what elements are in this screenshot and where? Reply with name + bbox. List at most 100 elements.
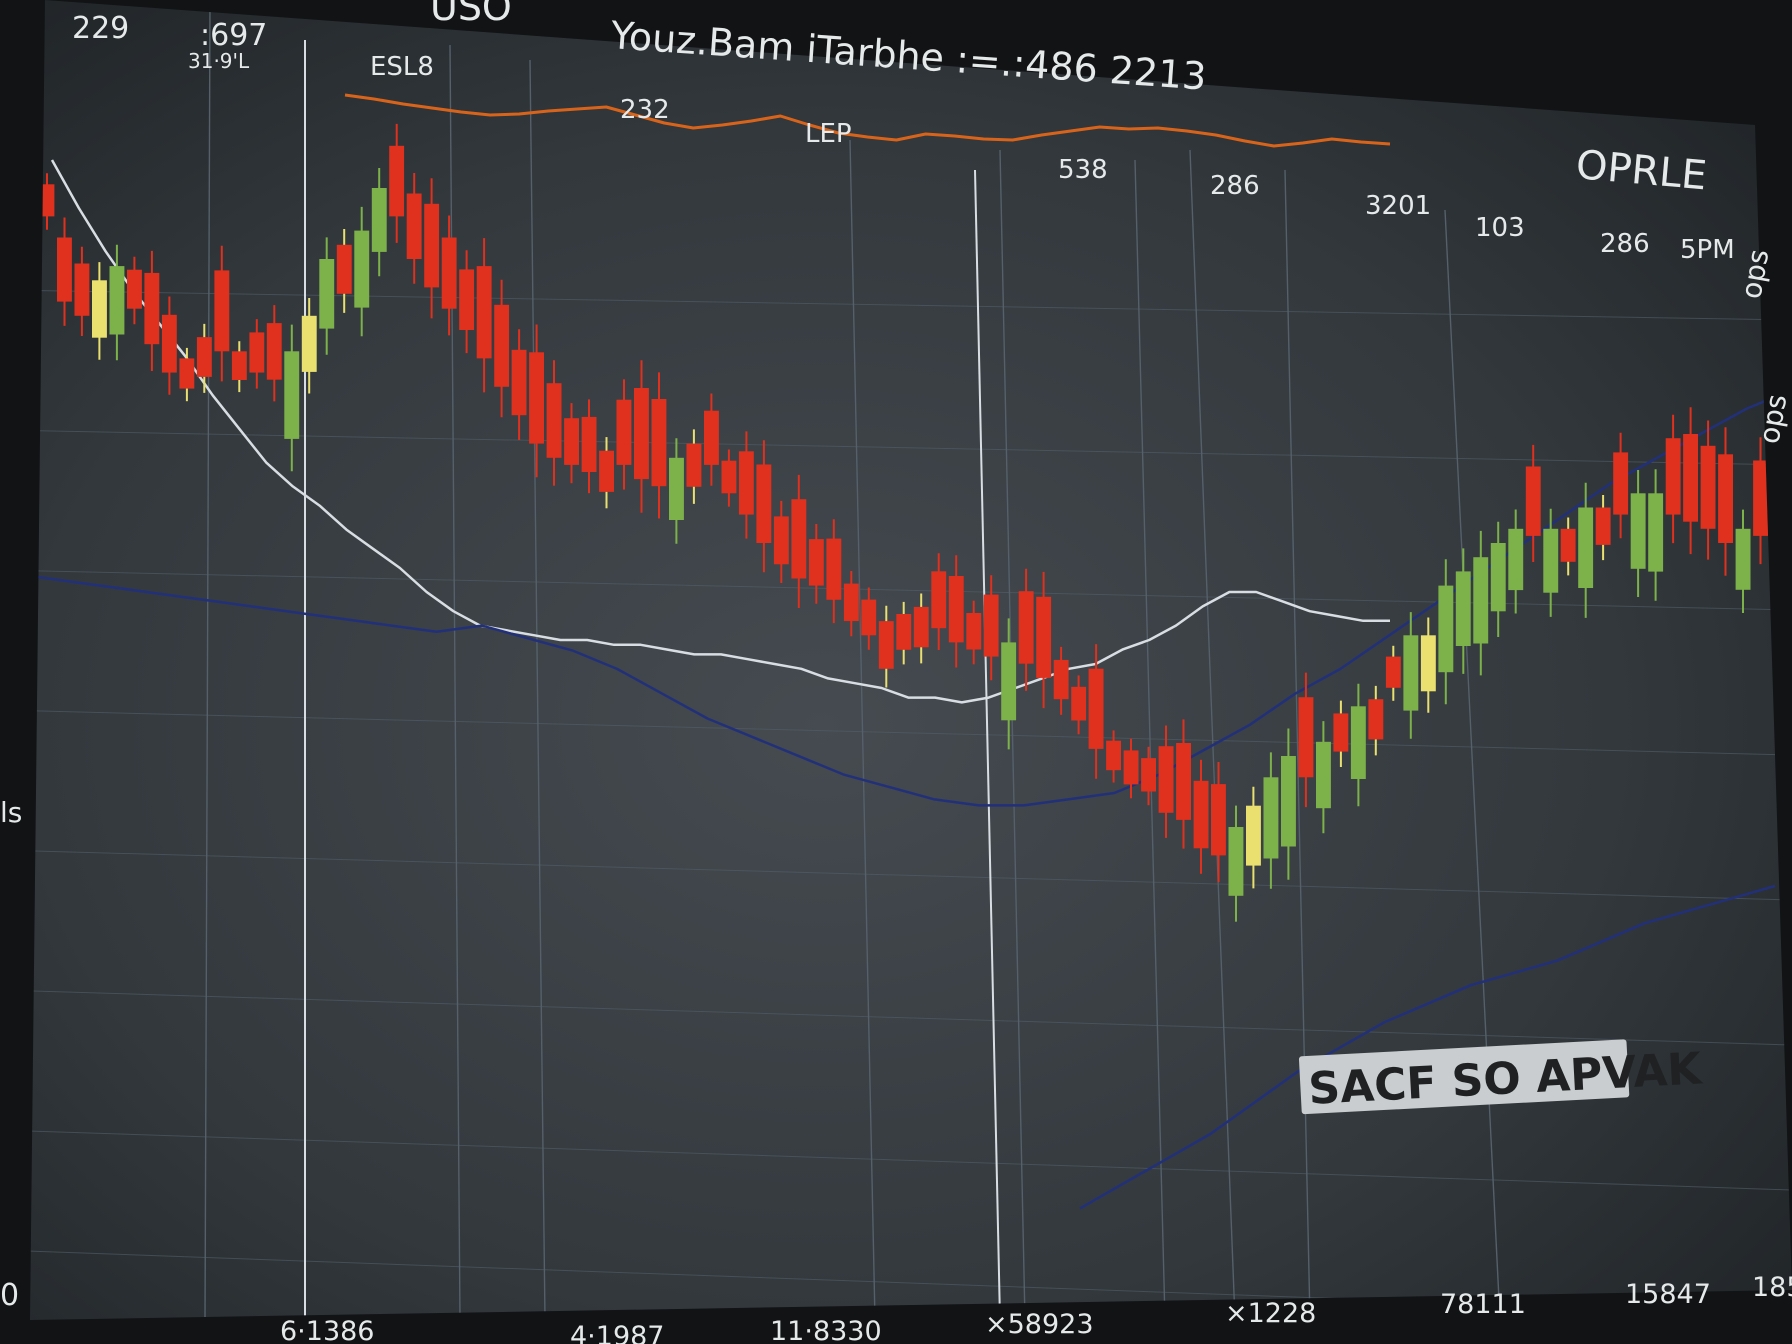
candle-body	[913, 606, 929, 648]
candle-body	[1350, 706, 1366, 779]
candle-body	[249, 332, 265, 373]
candle-body	[581, 416, 597, 472]
top-tick-label: 103	[1475, 213, 1525, 243]
candle-body	[1228, 827, 1244, 896]
top-tick-label: 5PM	[1680, 235, 1735, 265]
candle-body	[1613, 452, 1629, 515]
candle-body	[266, 323, 282, 380]
chart-panel	[30, 0, 1792, 1320]
candle-body	[284, 351, 300, 439]
candle-body	[1001, 642, 1017, 721]
candle-body	[1718, 454, 1733, 543]
candle-body	[494, 304, 510, 387]
candle-body	[738, 451, 754, 515]
candle-body	[686, 443, 702, 487]
candle-body	[529, 352, 544, 444]
candle-body	[983, 594, 999, 657]
grid-line-horizontal	[30, 289, 1792, 321]
candle-body	[231, 351, 247, 380]
candle-body	[1770, 517, 1786, 551]
candle-body	[1123, 750, 1139, 785]
candle-body	[1665, 438, 1681, 515]
candle-body	[1508, 528, 1524, 591]
candle-body	[144, 272, 160, 345]
candle-body	[896, 614, 912, 650]
candle-body	[599, 450, 614, 492]
candle-body	[1543, 528, 1559, 593]
grid-line-vertical	[1189, 149, 1236, 1320]
candle-body	[1560, 528, 1576, 562]
candle-body	[878, 621, 894, 669]
candle-body	[424, 203, 440, 288]
candle-body	[354, 230, 370, 308]
candle-body	[1595, 507, 1611, 545]
bottom-tick-label: 78111	[1440, 1289, 1526, 1320]
candle-body	[1246, 805, 1261, 866]
candle-body	[756, 464, 772, 543]
candle-body	[30, 173, 37, 262]
grid-line-vertical	[1444, 209, 1501, 1320]
candle-body	[1473, 557, 1489, 644]
grid-line-vertical	[1284, 169, 1311, 1320]
candle-body	[459, 269, 475, 330]
grid-line-horizontal	[30, 849, 1792, 901]
candle-body	[808, 539, 824, 586]
top-tick-label: LEP	[805, 119, 852, 149]
candle-body	[1630, 493, 1646, 569]
candle-body	[57, 237, 72, 302]
candle-body	[931, 571, 947, 629]
candle-body	[1106, 740, 1121, 771]
candle-body	[546, 383, 562, 458]
candle-body	[773, 516, 789, 565]
candle-body	[476, 266, 492, 359]
caption-background	[1298, 1039, 1630, 1115]
header-badge: OPRLE	[1574, 142, 1708, 199]
top-tick-label: 3201	[1365, 191, 1431, 221]
candle-body	[651, 399, 667, 487]
candle-body	[1018, 591, 1034, 664]
candle-body	[721, 460, 737, 494]
top-tick-label: 232	[620, 95, 670, 125]
candle-body	[389, 145, 405, 217]
candle-body	[1368, 699, 1384, 740]
candle-body	[109, 266, 125, 335]
top-tick-label: 538	[1058, 155, 1108, 185]
candle-body	[1403, 635, 1419, 711]
candle-body	[1036, 596, 1052, 678]
side-left-label: 0	[0, 1278, 19, 1313]
grid-line-horizontal	[30, 1129, 1792, 1191]
bottom-tick-label: ×58923	[985, 1309, 1094, 1340]
candle-body	[92, 280, 107, 338]
marker-line	[974, 169, 1001, 1320]
candle-body	[669, 457, 684, 520]
candle-body	[1298, 697, 1314, 778]
bottom-tick-label: 11·8330	[770, 1316, 882, 1344]
title-left-fragment: USO	[430, 0, 512, 29]
candle-body	[319, 259, 335, 329]
candle-body	[634, 388, 649, 480]
candle-body	[1158, 746, 1174, 813]
candle-body	[127, 269, 142, 309]
candle-body	[1700, 445, 1716, 529]
candle-body	[1753, 460, 1768, 536]
side-left-label: ls	[0, 796, 22, 829]
candle-body	[214, 270, 230, 352]
candle-body	[1176, 743, 1191, 820]
candle-body	[861, 599, 877, 636]
bottom-tick-label: 4·1987	[570, 1321, 664, 1344]
candle-body	[1071, 686, 1087, 721]
candle-body	[1316, 741, 1331, 809]
top-left-value: :697	[200, 18, 267, 53]
candle-body	[161, 314, 177, 373]
top-left-value: 31·9'L	[188, 49, 250, 73]
candle-body	[1053, 659, 1069, 700]
top-tick-label: ESL8	[370, 52, 434, 82]
candle-body	[406, 193, 422, 259]
side-right-label: ops	[1752, 392, 1792, 446]
candle-body	[1438, 585, 1454, 673]
candle-body	[301, 315, 317, 372]
grid-line-vertical	[204, 0, 211, 1320]
candle-body	[843, 583, 859, 622]
grid-line-horizontal	[30, 989, 1792, 1046]
candle-body	[196, 337, 212, 377]
